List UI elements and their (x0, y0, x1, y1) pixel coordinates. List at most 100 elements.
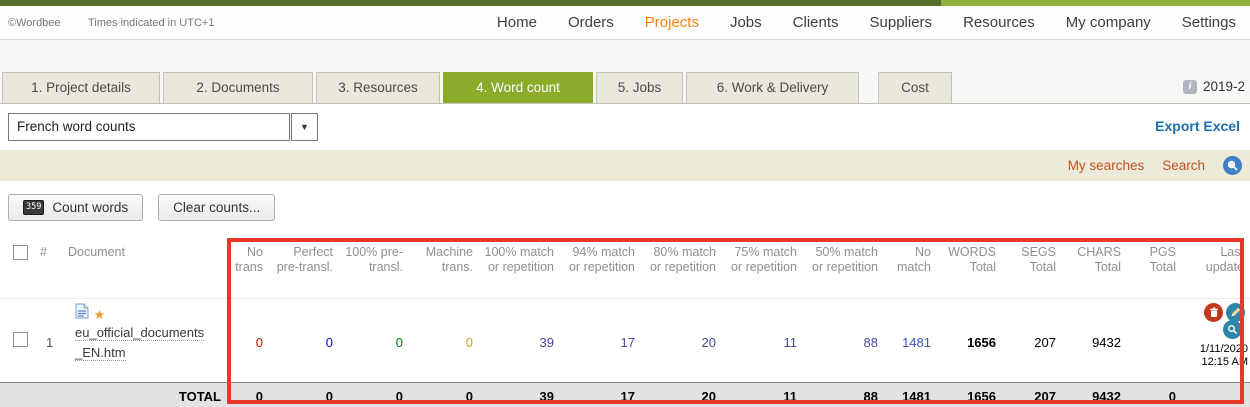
main-nav: Home Orders Projects Jobs Clients Suppli… (497, 6, 1236, 39)
tab-documents[interactable]: 2. Documents (163, 72, 313, 103)
cell-machine-trans: 0 (465, 334, 473, 350)
tab-project-details[interactable]: 1. Project details (2, 72, 160, 103)
cell-pgs-total (1127, 298, 1182, 382)
total-machine-trans: 0 (409, 381, 479, 407)
tab-work-delivery[interactable]: 6. Work & Delivery (686, 72, 859, 103)
search-icon[interactable] (1223, 156, 1242, 175)
total-perfect-pretransl: 0 (269, 381, 339, 407)
total-100-pretransl: 0 (339, 381, 409, 407)
cell-100-pretransl: 0 (395, 334, 403, 350)
total-words: 1656 (937, 381, 1002, 407)
row-checkbox[interactable] (13, 331, 28, 347)
cell-chars-total: 9432 (1092, 334, 1121, 350)
clear-counts-button[interactable]: Clear counts... (158, 194, 276, 221)
cell-75-match: 11 (783, 334, 798, 350)
tab-resources[interactable]: 3. Resources (316, 72, 440, 103)
total-chars: 9432 (1062, 381, 1127, 407)
cell-last-update: 1/11/2020 12:15 AM (1182, 298, 1250, 382)
word-count-filter: French word counts ▼ (8, 113, 318, 141)
chevron-down-icon[interactable]: ▼ (291, 113, 318, 141)
col-header-segs-total: SEGS Total (1002, 235, 1062, 299)
project-reference: i 2019-2 (1182, 79, 1245, 94)
select-all-checkbox[interactable] (13, 245, 28, 260)
nav-item-orders[interactable]: Orders (567, 14, 614, 31)
filter-value[interactable]: French word counts (8, 113, 290, 141)
col-header-machine-trans: Machine trans. (409, 235, 479, 299)
tab-word-count[interactable]: 4. Word count (443, 72, 593, 103)
total-row: TOTAL 0 0 0 0 39 17 20 11 88 1481 1656 2… (0, 381, 1250, 407)
search-link[interactable]: Search (1162, 158, 1205, 173)
search-band: My searches Search (0, 150, 1250, 181)
top-strip-light (941, 0, 1250, 6)
project-tabs: 1. Project details 2. Documents 3. Resou… (0, 72, 955, 103)
nav-item-home[interactable]: Home (496, 14, 537, 31)
delete-icon[interactable] (1204, 302, 1223, 322)
table-header-row: # Document No trans Perfect pre-transl. … (0, 235, 1250, 299)
col-header-no-match: No match (884, 235, 937, 299)
timezone-note: Times indicated in UTC+1 (88, 17, 215, 29)
total-last-update (1182, 381, 1250, 407)
nav-item-resources[interactable]: Resources (963, 14, 1035, 31)
document-link[interactable]: eu_official_documents_EN.htm (75, 324, 205, 361)
info-icon[interactable]: i (1182, 79, 1197, 94)
table-actions: 359 Count words Clear counts... (8, 194, 276, 221)
row-number: 1 (46, 334, 54, 350)
top-strip-dark (0, 0, 941, 6)
word-count-table: # Document No trans Perfect pre-transl. … (0, 235, 1250, 407)
cell-50-match: 88 (863, 334, 878, 350)
export-excel-link[interactable]: Export Excel (1155, 118, 1240, 134)
cell-100-match: 39 (539, 334, 554, 350)
total-pgs: 0 (1127, 381, 1182, 407)
count-words-button[interactable]: 359 Count words (8, 194, 144, 221)
col-header-75-match: 75% match or repetition (722, 235, 803, 299)
tab-band: 1. Project details 2. Documents 3. Resou… (0, 40, 1250, 104)
nav-item-my-company[interactable]: My company (1065, 14, 1151, 31)
document-cell: ★ eu_official_documents_EN.htm (64, 298, 229, 382)
col-header-words-total: WORDS Total (937, 235, 1002, 299)
nav-item-projects[interactable]: Projects (644, 14, 699, 31)
col-header-chars-total: CHARS Total (1062, 235, 1127, 299)
nav-item-jobs[interactable]: Jobs (729, 14, 762, 31)
total-94-match: 17 (560, 381, 641, 407)
cell-no-trans: 0 (255, 334, 263, 350)
col-header-pgs-total: PGS Total (1127, 235, 1182, 299)
cell-words-total: 1656 (967, 334, 996, 350)
col-header-94-match: 94% match or repetition (560, 235, 641, 299)
total-no-trans: 0 (229, 381, 269, 407)
col-header-100-match: 100% match or repetition (479, 235, 560, 299)
copyright-label: ©Wordbee (8, 17, 61, 29)
total-label: TOTAL (64, 381, 229, 407)
total-100-match: 39 (479, 381, 560, 407)
cell-80-match: 20 (701, 334, 716, 350)
col-header-document: Document (64, 235, 229, 299)
nav-item-clients[interactable]: Clients (792, 14, 839, 31)
top-bar: ©Wordbee Times indicated in UTC+1 Home O… (0, 6, 1250, 40)
col-header-80-match: 80% match or repetition (641, 235, 722, 299)
col-header-50-match: 50% match or repetition (803, 235, 884, 299)
project-ref-label: 2019-2 (1202, 79, 1245, 94)
total-50-match: 88 (803, 381, 884, 407)
nav-item-suppliers[interactable]: Suppliers (869, 14, 933, 31)
tab-cost[interactable]: Cost (878, 72, 952, 103)
view-details-icon[interactable] (1223, 319, 1242, 339)
total-no-match: 1481 (884, 381, 937, 407)
last-update-value: 1/11/2020 12:15 AM (1199, 342, 1248, 368)
total-segs: 207 (1002, 381, 1062, 407)
cell-no-match: 1481 (902, 334, 931, 350)
col-header-no-trans: No trans (229, 235, 269, 299)
col-header-perfect-pretransl: Perfect pre-transl. (269, 235, 339, 299)
nav-item-settings[interactable]: Settings (1181, 14, 1236, 31)
total-80-match: 20 (641, 381, 722, 407)
edit-icon[interactable] (1226, 302, 1245, 322)
favorite-star-icon[interactable]: ★ (93, 306, 106, 322)
col-header-last-update: Last update (1182, 235, 1250, 299)
my-searches-link[interactable]: My searches (1067, 158, 1145, 173)
col-header-num: # (36, 235, 64, 299)
cell-perfect-pretransl: 0 (325, 334, 333, 350)
cell-segs-total: 207 (1034, 334, 1056, 350)
cell-94-match: 17 (620, 334, 635, 350)
table-row: 1 ★ eu_official_documents_EN.htm 0 0 0 0… (0, 298, 1250, 382)
count-words-label: Count words (52, 200, 129, 215)
tab-jobs[interactable]: 5. Jobs (596, 72, 683, 103)
